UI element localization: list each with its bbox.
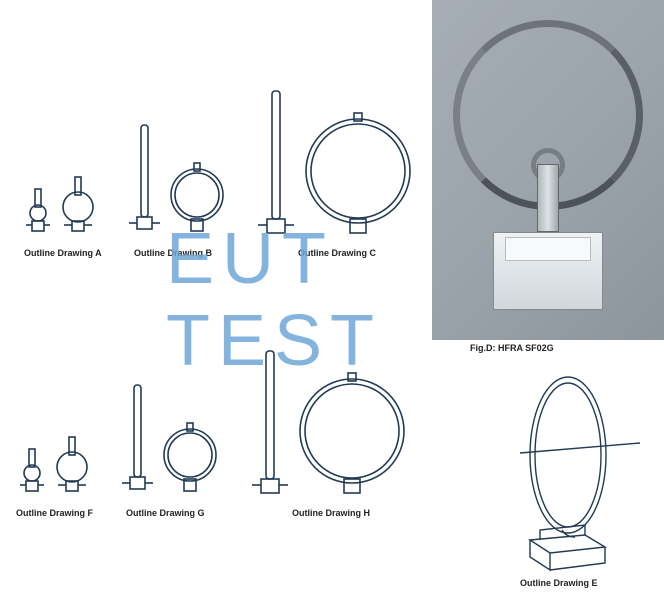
label-f: Outline Drawing F (16, 508, 93, 518)
photo-fig-d (432, 0, 664, 340)
figure-canvas: Outline Drawing A Outline Drawing B (0, 0, 664, 600)
label-h: Outline Drawing H (292, 508, 370, 518)
outline-drawing-h (252, 345, 412, 505)
label-e: Outline Drawing E (520, 578, 598, 588)
label-g: Outline Drawing G (126, 508, 205, 518)
photo-pillar (537, 164, 559, 232)
label-a: Outline Drawing A (24, 248, 102, 258)
photo-label-plate (505, 237, 591, 261)
label-b: Outline Drawing B (134, 248, 212, 258)
outline-drawing-e (480, 365, 650, 575)
outline-drawing-f (12, 415, 102, 505)
label-c: Outline Drawing C (298, 248, 376, 258)
outline-drawing-c (258, 85, 418, 245)
photo-base (493, 232, 603, 310)
outline-drawing-g (118, 375, 228, 505)
outline-drawing-b (125, 115, 235, 245)
label-d: Fig.D: HFRA SF02G (470, 343, 554, 353)
outline-drawing-a (18, 155, 108, 245)
